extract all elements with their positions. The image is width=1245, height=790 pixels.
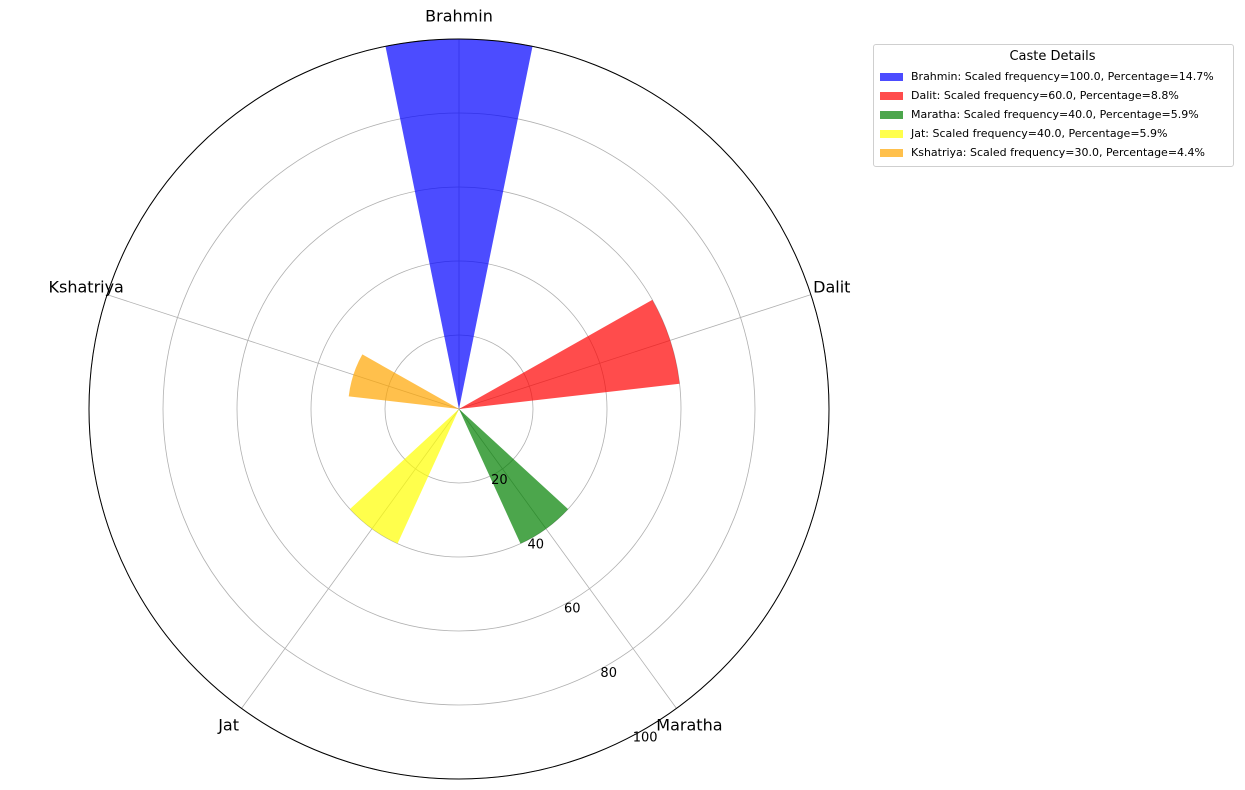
bar-maratha <box>459 409 569 544</box>
radial-tick-label: 20 <box>491 473 508 488</box>
bars-layer <box>348 39 680 544</box>
legend-swatch <box>880 91 903 100</box>
legend-swatch <box>880 72 903 81</box>
legend-label: Jat: Scaled frequency=40.0, Percentage=5… <box>911 127 1168 140</box>
bar-dalit <box>459 299 680 409</box>
legend-swatch <box>880 110 903 119</box>
legend-swatch <box>880 148 903 157</box>
legend-label: Maratha: Scaled frequency=40.0, Percenta… <box>911 108 1199 121</box>
radial-tick-label: 40 <box>528 537 545 552</box>
category-label-maratha: Maratha <box>656 716 722 735</box>
bar-kshatriya <box>348 354 459 409</box>
legend: Caste Details Brahmin: Scaled frequency=… <box>873 44 1234 167</box>
legend-label: Kshatriya: Scaled frequency=30.0, Percen… <box>911 146 1205 159</box>
legend-entry: Jat: Scaled frequency=40.0, Percentage=5… <box>878 124 1227 143</box>
legend-entry: Kshatriya: Scaled frequency=30.0, Percen… <box>878 143 1227 162</box>
polar-frame <box>88 38 830 780</box>
legend-label: Brahmin: Scaled frequency=100.0, Percent… <box>911 70 1214 83</box>
radial-tick-label: 60 <box>564 602 581 617</box>
legend-entry: Brahmin: Scaled frequency=100.0, Percent… <box>878 67 1227 86</box>
bar-jat <box>349 409 459 544</box>
legend-entry: Dalit: Scaled frequency=60.0, Percentage… <box>878 86 1227 105</box>
outline-layer <box>88 38 830 780</box>
radial-tick-label: 80 <box>600 666 617 681</box>
radial-tick-label: 100 <box>633 730 658 745</box>
category-label-jat: Jat <box>217 716 239 735</box>
labels-layer: Brahmin Dalit Maratha Jat Kshatriya 20 40 60 80 1… <box>49 7 851 746</box>
legend-label: Dalit: Scaled frequency=60.0, Percentage… <box>911 89 1179 102</box>
bar-brahmin <box>385 39 533 410</box>
legend-title: Caste Details <box>1009 49 1096 64</box>
legend-entry: Maratha: Scaled frequency=40.0, Percenta… <box>878 105 1227 124</box>
category-label-dalit: Dalit <box>813 277 850 296</box>
category-label-kshatriya: Kshatriya <box>49 277 124 296</box>
legend-swatch <box>880 129 903 138</box>
category-label-brahmin: Brahmin <box>425 7 493 26</box>
